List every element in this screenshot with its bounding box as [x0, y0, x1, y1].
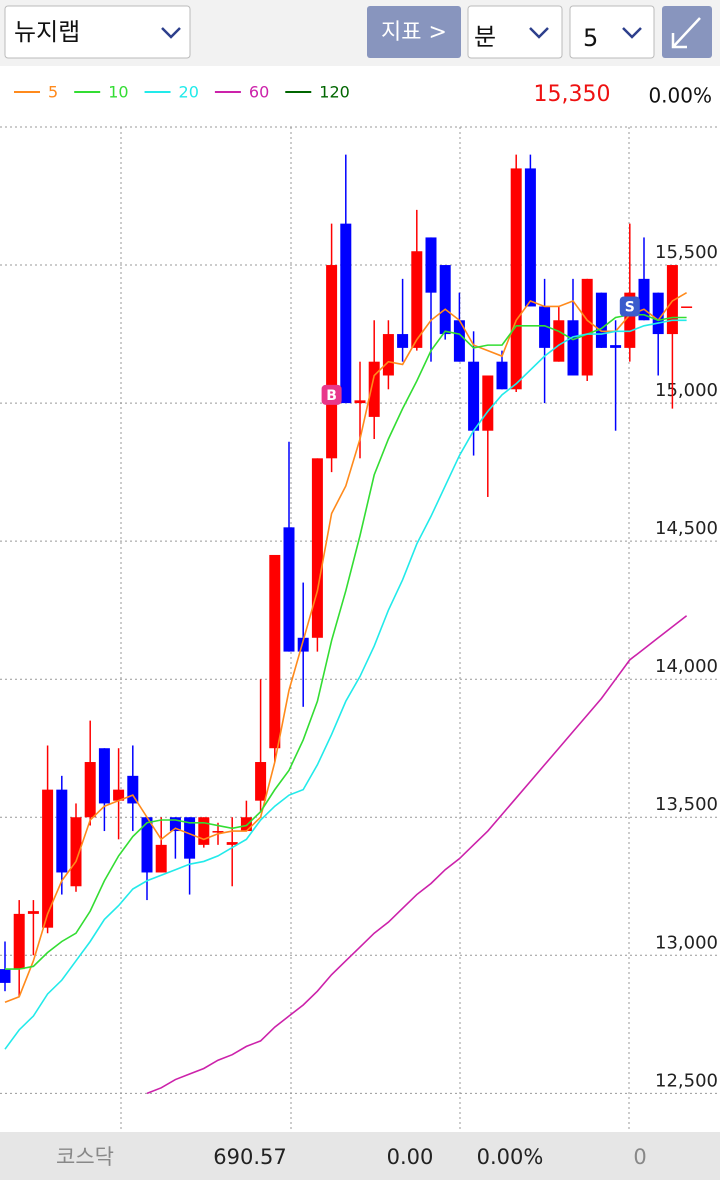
time-grid: [120, 127, 630, 1132]
stock-dropdown[interactable]: [4, 5, 191, 59]
unit-label: 분: [474, 23, 496, 51]
legend-label: 120: [319, 83, 350, 102]
candle-body: [425, 237, 437, 293]
unit-dropdown[interactable]: [467, 5, 563, 59]
footer-bar: [0, 1132, 720, 1180]
candle-body: [141, 817, 153, 873]
y-tick-label: 13,000: [655, 932, 718, 953]
candle-body: [354, 400, 366, 404]
trade-marker-label: B: [326, 388, 337, 404]
candle-body: [184, 817, 196, 859]
candle-body: [411, 251, 423, 348]
candle-body: [382, 334, 394, 376]
last-price: 15,350: [534, 82, 611, 107]
candle-body: [84, 762, 96, 818]
ma-line: [5, 313, 687, 970]
trade-marker-label: S: [625, 299, 635, 315]
index-change-rate: 0.00%: [477, 1145, 544, 1169]
volume: 0: [633, 1145, 646, 1169]
y-tick-label: 15,500: [655, 242, 718, 263]
y-tick-label: 14,500: [655, 518, 718, 539]
legend-label: 20: [179, 83, 199, 102]
market-name: 코스닥: [56, 1145, 114, 1169]
y-tick-label: 12,500: [655, 1070, 718, 1091]
candle-body: [638, 278, 650, 321]
ma-line: [4, 291, 688, 1003]
candle-body: [581, 278, 593, 376]
candle-body: [56, 789, 68, 873]
candle-body: [113, 789, 125, 801]
trade-marker: [321, 384, 342, 405]
candle-body: [70, 817, 82, 887]
candle-body: [397, 334, 409, 348]
candle-body: [42, 789, 54, 928]
period-label: 5: [583, 24, 598, 52]
candle-body: [212, 831, 224, 833]
plot: 12,500 13,000 13,500 14,000 14,500 15,000 15,5…: [0, 83, 720, 1095]
candle-body: [326, 265, 338, 459]
y-tick-label: 14,000: [655, 656, 718, 677]
candle-body: [510, 168, 522, 390]
y-tick-label: 15,000: [655, 380, 718, 401]
candle-body: [624, 292, 636, 348]
candle-body: [226, 842, 238, 845]
chevron: [622, 27, 642, 39]
indicator-button[interactable]: [367, 6, 461, 58]
legend-label: 10: [108, 83, 128, 102]
candle-body: [0, 969, 11, 983]
candle-body: [311, 458, 323, 638]
candle-body: [98, 748, 110, 804]
candle-body: [127, 775, 139, 804]
candle-body: [539, 306, 551, 348]
candle-body: [297, 637, 309, 652]
candle-body: [240, 817, 252, 832]
candle-body: [27, 911, 39, 914]
expand-icon: [671, 17, 701, 49]
candle-body: [169, 817, 181, 832]
candle-body: [368, 361, 380, 417]
candle-body: [681, 306, 693, 308]
candle-body: [652, 292, 664, 335]
candle-body: [482, 375, 494, 431]
candle-body: [198, 817, 210, 845]
y-tick-label: 13,500: [655, 794, 718, 815]
period-dropdown[interactable]: [569, 5, 655, 59]
candle-body: [567, 320, 579, 376]
ma-line: [146, 615, 688, 1095]
candle-body: [610, 345, 622, 348]
candle-body: [666, 265, 678, 335]
candle-body: [13, 913, 25, 970]
candle-body: [468, 361, 480, 431]
candle-body: [255, 762, 267, 801]
candle-body: [553, 320, 565, 362]
trade-marker: [619, 296, 640, 317]
candle-body: [155, 844, 167, 873]
stock-name: 뉴지랩: [14, 18, 80, 46]
legend-label: 5: [48, 83, 58, 102]
candle-body: [496, 361, 508, 390]
candle-body: [453, 320, 465, 362]
candle-body: [283, 527, 295, 652]
indicator-label: 지표 >: [381, 20, 447, 45]
candle-body: [439, 265, 451, 335]
candle-body: [595, 292, 607, 348]
candle-body: [269, 554, 281, 749]
index-change: 0.00: [387, 1145, 434, 1169]
index-value: 690.57: [213, 1145, 286, 1169]
chevron: [161, 27, 181, 39]
change-rate: 0.00%: [648, 84, 712, 108]
legend-label: 60: [249, 83, 269, 102]
candle-body: [340, 223, 352, 404]
ma-line: [4, 319, 687, 1050]
candle-body: [524, 168, 536, 307]
chevron: [529, 27, 549, 39]
